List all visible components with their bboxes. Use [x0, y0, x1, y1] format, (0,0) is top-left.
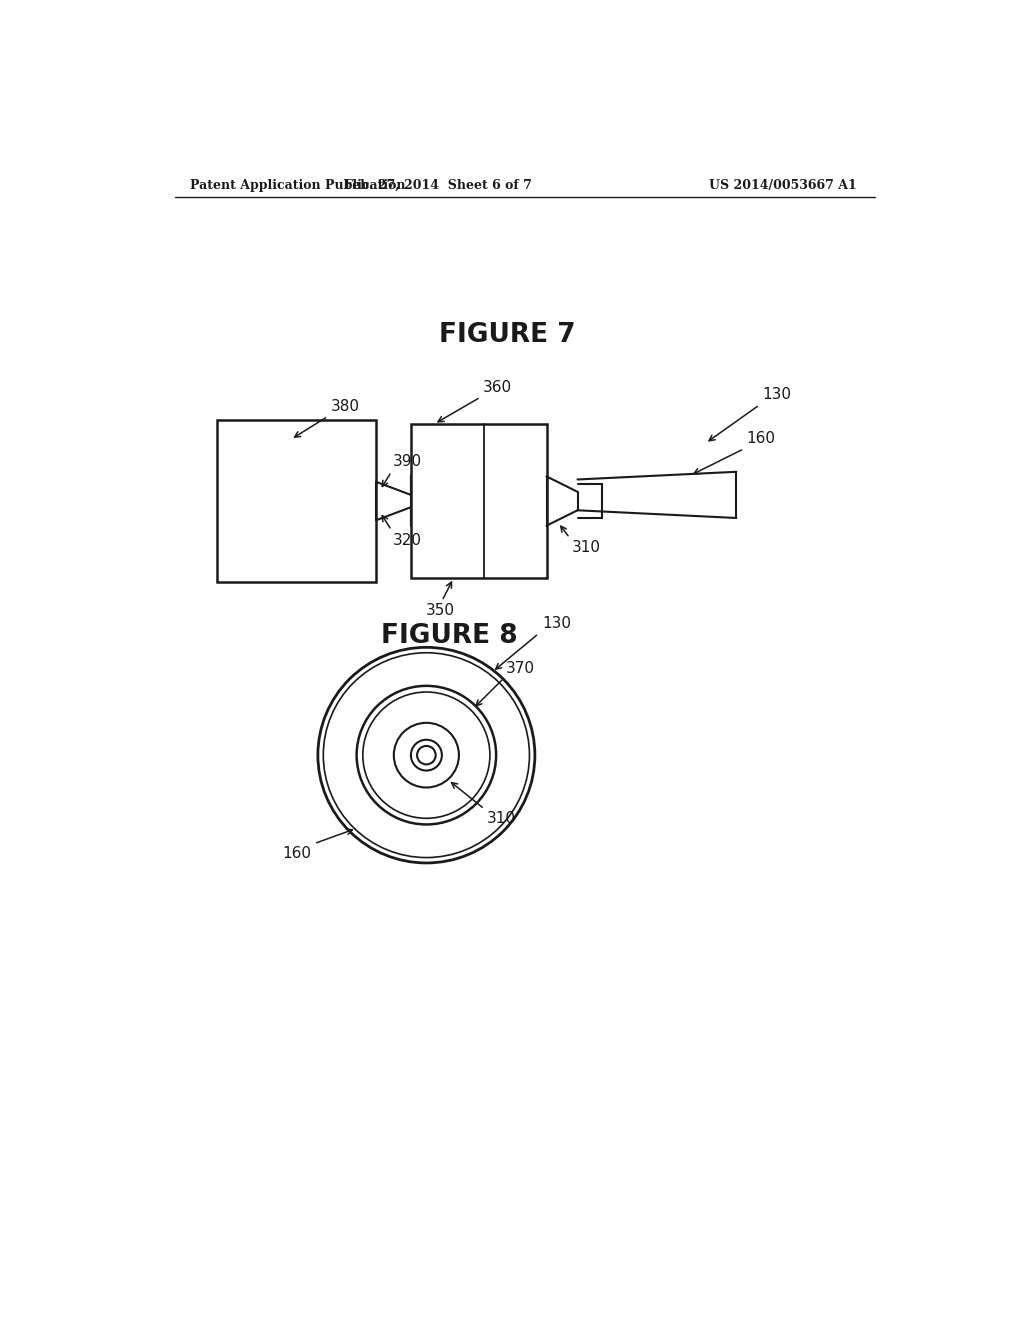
Text: 350: 350	[426, 603, 455, 619]
Bar	[217, 420, 376, 582]
Text: 130: 130	[542, 616, 570, 631]
Text: 370: 370	[506, 661, 536, 676]
Text: 390: 390	[393, 454, 422, 470]
Text: 360: 360	[483, 380, 512, 395]
Text: FIGURE 7: FIGURE 7	[439, 322, 577, 348]
Text: 310: 310	[486, 812, 516, 826]
Text: US 2014/0053667 A1: US 2014/0053667 A1	[710, 178, 857, 191]
Text: 160: 160	[283, 846, 311, 861]
Text: Patent Application Publication: Patent Application Publication	[190, 178, 406, 191]
Text: Feb. 27, 2014  Sheet 6 of 7: Feb. 27, 2014 Sheet 6 of 7	[344, 178, 531, 191]
Text: 130: 130	[762, 388, 791, 403]
Text: 160: 160	[746, 432, 775, 446]
Text: 320: 320	[393, 533, 422, 548]
Bar	[411, 424, 547, 578]
Text: FIGURE 8: FIGURE 8	[381, 623, 518, 649]
Text: 380: 380	[331, 399, 360, 414]
Text: 310: 310	[572, 540, 601, 554]
